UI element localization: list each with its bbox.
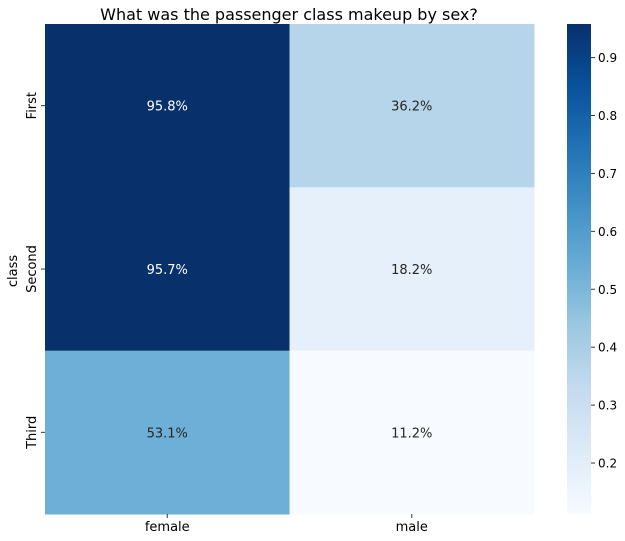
heatmap-cell-third-female <box>45 350 290 515</box>
colorbar-tick-label: 0.7 <box>598 167 617 181</box>
x-tick-label: female <box>145 520 190 535</box>
chart-title: What was the passenger class makeup by s… <box>100 5 478 24</box>
heatmap-cell-second-male <box>289 187 535 352</box>
colorbar-tick-label: 0.4 <box>598 341 617 355</box>
cell-annotation: 36.2% <box>391 100 432 115</box>
colorbar-tick-label: 0.9 <box>598 51 617 65</box>
colorbar <box>567 24 591 514</box>
colorbar-tick-label: 0.5 <box>598 283 617 297</box>
y-tick-label: First <box>25 92 40 119</box>
colorbar-tick-label: 0.2 <box>598 457 617 471</box>
heatmap-cell-third-male <box>289 350 535 515</box>
cell-annotation: 95.8% <box>147 100 188 115</box>
x-tick-label: male <box>396 520 428 535</box>
heatmap-cell-first-female <box>45 24 290 188</box>
y-tick-label: Third <box>25 416 40 450</box>
colorbar-tick-label: 0.3 <box>598 399 617 413</box>
y-tick-label: Second <box>25 245 40 293</box>
heatmap-cells <box>45 24 535 515</box>
cell-annotation: 11.2% <box>391 426 432 441</box>
y-axis: First Second Third <box>25 92 45 450</box>
colorbar-tick-label: 0.6 <box>598 225 617 239</box>
heatmap-cell-second-female <box>45 187 290 352</box>
cell-annotation: 53.1% <box>147 426 188 441</box>
cell-annotation: 18.2% <box>391 263 432 278</box>
y-axis-label: class <box>6 255 21 287</box>
heatmap-cell-first-male <box>289 24 535 188</box>
x-axis: female male <box>145 514 428 535</box>
colorbar-tick-label: 0.8 <box>598 109 617 123</box>
colorbar-ticks: 0.2 0.3 0.4 0.5 0.6 0.7 0.8 0.9 <box>591 51 617 471</box>
heatmap-annotations: 95.8% 36.2% 95.7% 18.2% 53.1% 11.2% <box>147 100 433 442</box>
cell-annotation: 95.7% <box>147 263 188 278</box>
